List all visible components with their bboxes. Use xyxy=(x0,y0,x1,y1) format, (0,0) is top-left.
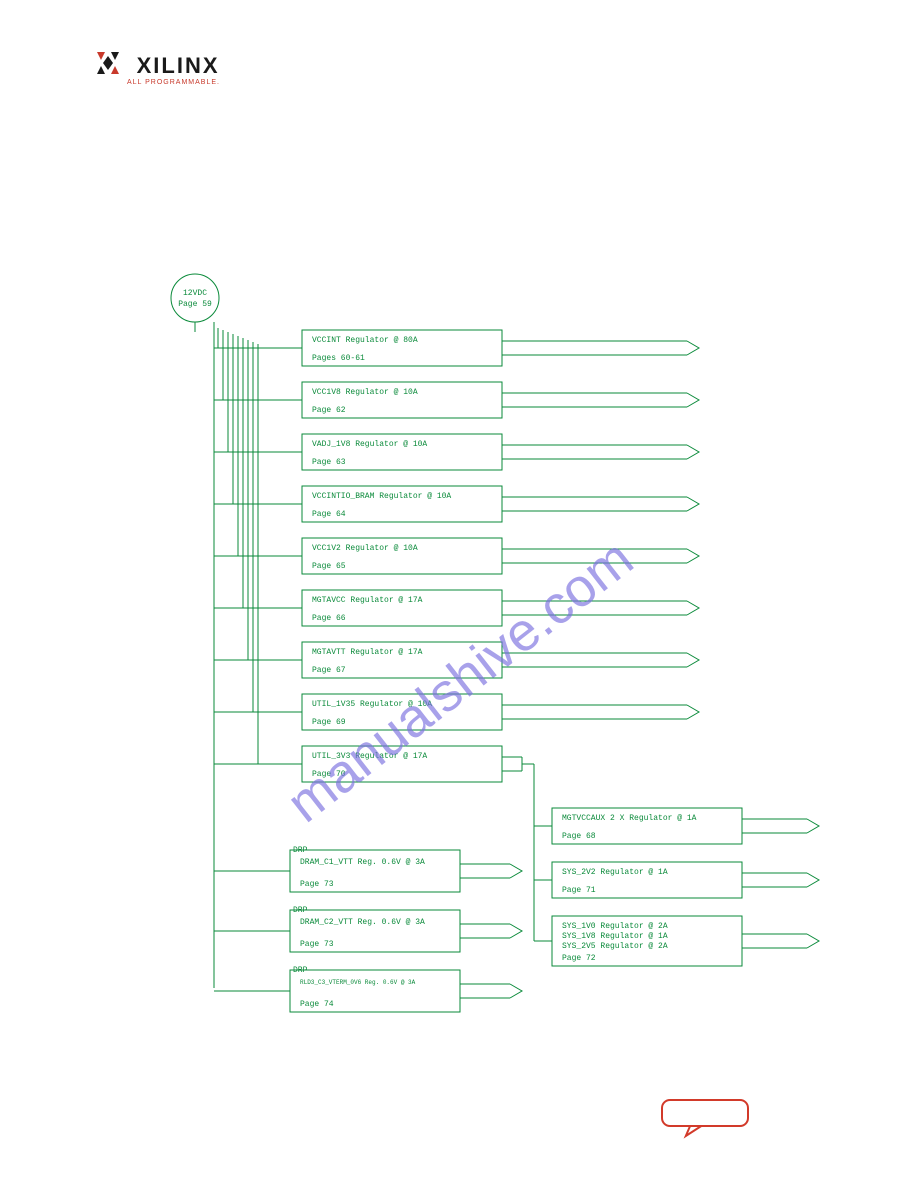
svg-text:SYS_2V5 Regulator @ 2A: SYS_2V5 Regulator @ 2A xyxy=(562,942,668,951)
svg-text:UTIL_1V35 Regulator @ 10A: UTIL_1V35 Regulator @ 10A xyxy=(312,700,432,709)
svg-text:DRP: DRP xyxy=(293,966,308,975)
svg-text:Page 71: Page 71 xyxy=(562,886,596,895)
svg-text:Pages 60-61: Pages 60-61 xyxy=(312,354,365,363)
svg-text:VCC1V8 Regulator @ 10A: VCC1V8 Regulator @ 10A xyxy=(312,388,418,397)
svg-text:SYS_2V2 Regulator @ 1A: SYS_2V2 Regulator @ 1A xyxy=(562,868,668,877)
power-tree-diagram: 12VDC Page 59 VCCINT Regulator @ 80A Pages … xyxy=(0,0,918,1188)
svg-text:Page 62: Page 62 xyxy=(312,406,346,415)
svg-text:Page 59: Page 59 xyxy=(178,300,212,309)
svg-text:DRP: DRP xyxy=(293,846,308,855)
svg-text:12VDC: 12VDC xyxy=(183,289,207,298)
svg-text:MGTAVCC Regulator @ 17A: MGTAVCC Regulator @ 17A xyxy=(312,596,423,605)
svg-text:Page 63: Page 63 xyxy=(312,458,346,467)
svg-text:MGTAVTT Regulator @ 17A: MGTAVTT Regulator @ 17A xyxy=(312,648,423,657)
svg-text:VCCINTIO_BRAM Regulator @ 10A: VCCINTIO_BRAM Regulator @ 10A xyxy=(312,492,451,501)
svg-text:UTIL_3V3 Regulator @ 17A: UTIL_3V3 Regulator @ 17A xyxy=(312,752,427,761)
svg-text:Page 68: Page 68 xyxy=(562,832,596,841)
callout-bubble-icon xyxy=(660,1098,760,1148)
svg-text:Page 64: Page 64 xyxy=(312,510,346,519)
svg-text:Page 67: Page 67 xyxy=(312,666,346,675)
svg-text:RLD3_C3_VTERM_0V6 Reg. 0.6V @: RLD3_C3_VTERM_0V6 Reg. 0.6V @ 3A xyxy=(300,979,416,986)
svg-text:VADJ_1V8 Regulator @ 10A: VADJ_1V8 Regulator @ 10A xyxy=(312,440,427,449)
svg-text:VCCINT Regulator @ 80A: VCCINT Regulator @ 80A xyxy=(312,336,418,345)
svg-text:Page 66: Page 66 xyxy=(312,614,346,623)
svg-text:DRAM_C1_VTT Reg. 0.6V @ 3A: DRAM_C1_VTT Reg. 0.6V @ 3A xyxy=(300,858,425,867)
svg-text:Page 65: Page 65 xyxy=(312,562,346,571)
svg-text:Page 69: Page 69 xyxy=(312,718,346,727)
svg-text:SYS_1V0 Regulator @ 2A: SYS_1V0 Regulator @ 2A xyxy=(562,922,668,931)
svg-text:DRP: DRP xyxy=(293,906,308,915)
svg-text:SYS_1V8 Regulator @ 1A: SYS_1V8 Regulator @ 1A xyxy=(562,932,668,941)
svg-text:Page 73: Page 73 xyxy=(300,880,334,889)
svg-text:Page 72: Page 72 xyxy=(562,954,596,963)
svg-text:Page 70: Page 70 xyxy=(312,770,346,779)
svg-text:DRAM_C2_VTT Reg. 0.6V @ 3A: DRAM_C2_VTT Reg. 0.6V @ 3A xyxy=(300,918,425,927)
svg-text:Page 73: Page 73 xyxy=(300,940,334,949)
svg-text:Page 74: Page 74 xyxy=(300,1000,334,1009)
svg-text:MGTVCCAUX 2 X Regulator @ 1A: MGTVCCAUX 2 X Regulator @ 1A xyxy=(562,814,697,823)
svg-text:VCC1V2 Regulator @ 10A: VCC1V2 Regulator @ 10A xyxy=(312,544,418,553)
